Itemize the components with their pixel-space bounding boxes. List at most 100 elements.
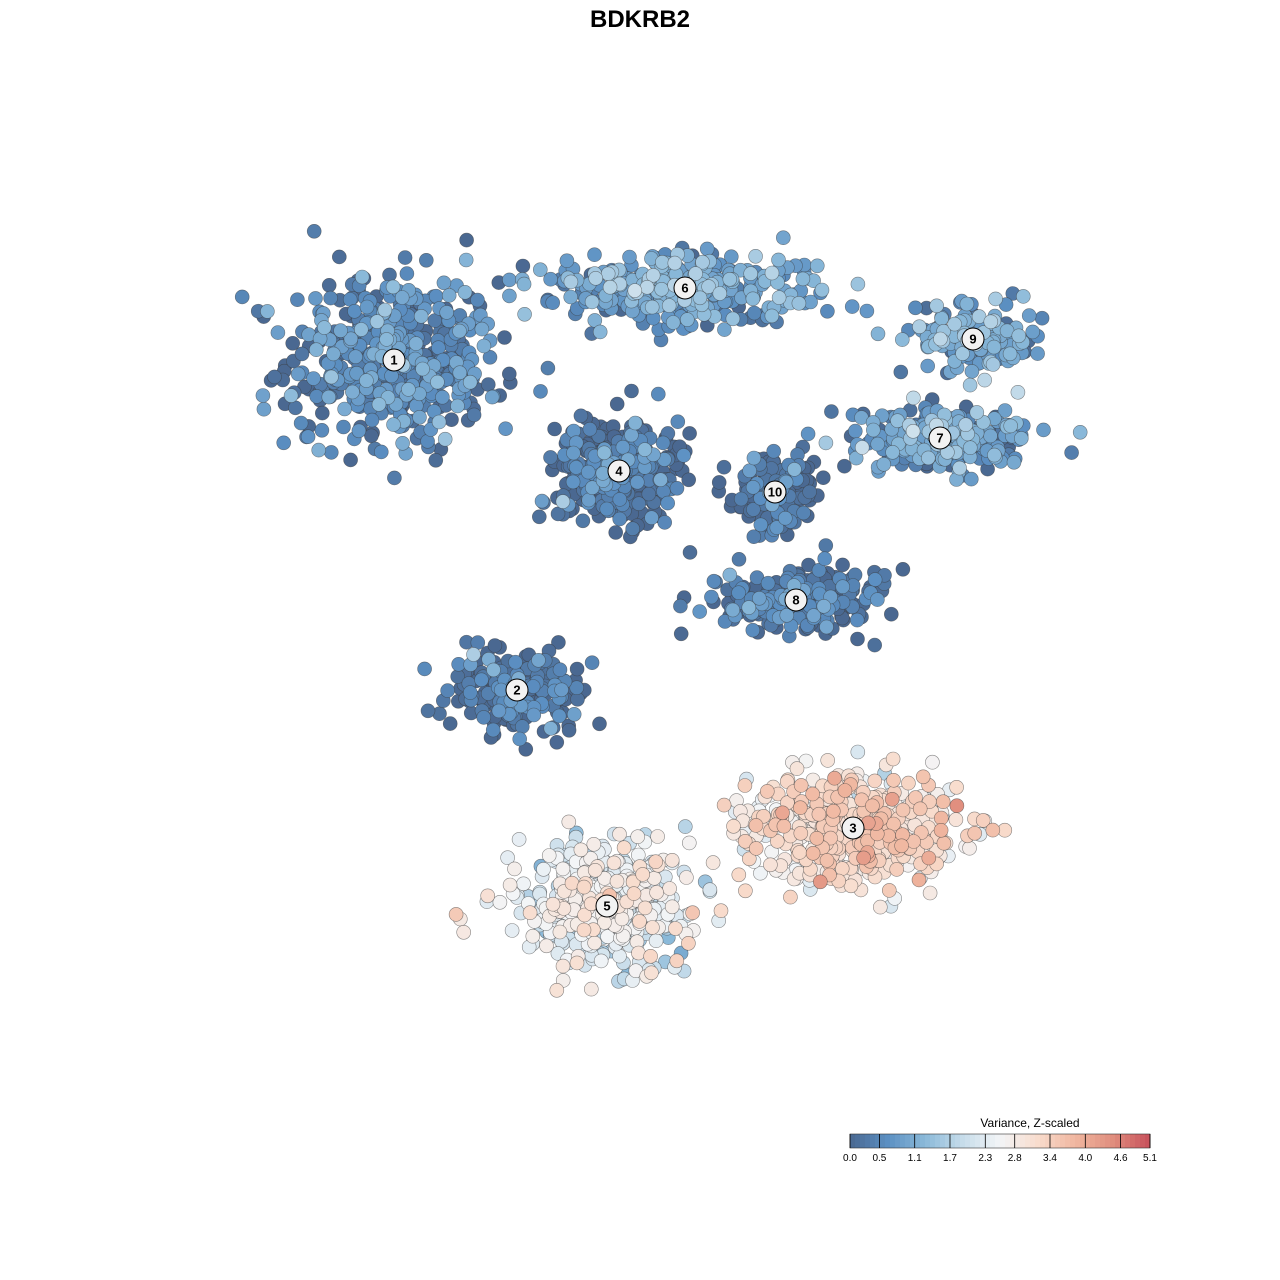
legend-color-segment bbox=[1040, 1134, 1046, 1148]
data-point bbox=[502, 288, 517, 304]
data-point bbox=[516, 276, 532, 292]
data-point bbox=[834, 861, 850, 876]
legend-color-segment bbox=[1085, 1134, 1091, 1148]
data-point bbox=[682, 545, 698, 560]
data-point bbox=[600, 266, 616, 282]
data-point bbox=[716, 797, 732, 813]
data-point bbox=[818, 435, 834, 451]
data-point bbox=[321, 389, 337, 405]
data-point bbox=[545, 896, 561, 912]
data-point bbox=[555, 958, 571, 974]
data-point bbox=[532, 262, 548, 278]
data-point bbox=[602, 279, 618, 295]
data-point bbox=[885, 444, 900, 460]
data-point bbox=[436, 275, 452, 291]
data-point bbox=[631, 945, 646, 961]
data-point bbox=[260, 304, 275, 319]
data-point bbox=[787, 462, 802, 477]
data-point bbox=[612, 511, 628, 527]
data-point bbox=[549, 982, 565, 998]
data-point bbox=[743, 266, 759, 281]
data-point bbox=[985, 822, 1001, 838]
data-point bbox=[415, 361, 430, 377]
data-point bbox=[789, 761, 805, 776]
data-point bbox=[575, 513, 591, 529]
data-point bbox=[561, 814, 577, 830]
data-point bbox=[545, 295, 561, 311]
data-point bbox=[933, 822, 949, 838]
data-point bbox=[764, 265, 780, 281]
data-point bbox=[712, 286, 728, 301]
data-point bbox=[504, 923, 520, 938]
data-point bbox=[587, 935, 602, 951]
data-point bbox=[470, 292, 485, 308]
data-point bbox=[430, 374, 445, 390]
data-point bbox=[267, 369, 282, 385]
data-point bbox=[949, 798, 965, 814]
data-point bbox=[456, 924, 472, 940]
data-point bbox=[543, 271, 558, 287]
data-point bbox=[1006, 454, 1022, 470]
data-point bbox=[397, 250, 413, 265]
legend-color-segment bbox=[1050, 1134, 1056, 1148]
legend-color-segment bbox=[890, 1134, 896, 1148]
data-point bbox=[625, 521, 641, 537]
data-point bbox=[369, 314, 385, 329]
data-point bbox=[679, 312, 695, 327]
data-point bbox=[431, 414, 447, 430]
data-point bbox=[427, 313, 443, 328]
data-point bbox=[582, 421, 598, 437]
data-point bbox=[442, 716, 458, 731]
data-point bbox=[835, 579, 851, 595]
data-point bbox=[502, 272, 517, 288]
data-point bbox=[783, 889, 798, 905]
data-point bbox=[566, 445, 581, 461]
data-point bbox=[962, 440, 978, 456]
legend-colorbar bbox=[849, 1133, 1151, 1149]
data-point bbox=[827, 770, 842, 786]
data-point bbox=[716, 459, 732, 475]
data-point bbox=[580, 464, 596, 480]
data-point bbox=[552, 924, 568, 940]
data-point bbox=[737, 778, 753, 793]
data-point bbox=[484, 389, 500, 405]
data-point bbox=[576, 879, 592, 895]
data-point bbox=[771, 290, 787, 305]
data-point bbox=[824, 404, 839, 419]
data-point bbox=[609, 873, 625, 889]
data-point bbox=[573, 408, 589, 424]
data-point bbox=[288, 400, 303, 416]
data-point bbox=[351, 423, 367, 439]
legend-color-segment bbox=[950, 1134, 956, 1148]
data-point bbox=[677, 819, 693, 834]
legend-color-segment bbox=[850, 1134, 856, 1148]
data-point bbox=[428, 452, 444, 468]
data-point bbox=[884, 791, 900, 807]
data-point bbox=[612, 948, 627, 964]
data-point bbox=[679, 870, 694, 885]
data-point bbox=[290, 292, 305, 308]
data-point bbox=[551, 635, 566, 650]
data-point bbox=[508, 654, 523, 670]
data-point bbox=[615, 439, 631, 455]
data-point bbox=[606, 855, 622, 871]
cluster-label-text: 2 bbox=[513, 683, 520, 698]
data-point bbox=[800, 426, 816, 442]
data-point bbox=[474, 321, 490, 337]
data-point bbox=[439, 305, 455, 320]
data-point bbox=[654, 254, 670, 270]
data-point bbox=[311, 442, 327, 458]
data-point bbox=[952, 460, 967, 476]
data-point bbox=[347, 303, 362, 319]
data-point bbox=[731, 585, 746, 601]
data-point bbox=[379, 332, 394, 347]
legend-color-segment bbox=[980, 1134, 986, 1148]
data-point bbox=[987, 447, 1002, 463]
data-point bbox=[466, 407, 482, 423]
data-point bbox=[657, 515, 673, 530]
data-point bbox=[802, 484, 817, 500]
data-point bbox=[581, 492, 597, 508]
data-point bbox=[343, 452, 358, 468]
data-point bbox=[435, 389, 450, 405]
data-point bbox=[854, 440, 870, 455]
